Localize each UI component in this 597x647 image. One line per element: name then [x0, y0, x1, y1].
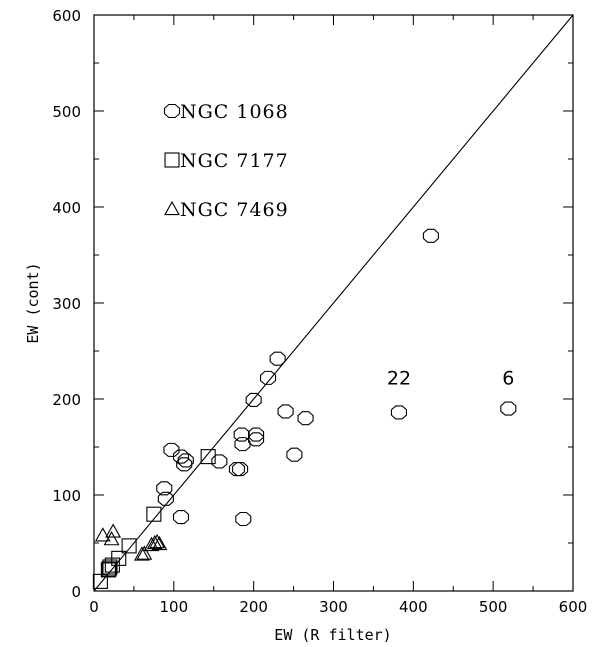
axis-tick-labels: 0 100 200 300 400 500 600 0 100 200 300 400 500 600	[52, 7, 587, 616]
y-tick-label: 0	[71, 583, 81, 601]
y-tick-label: 600	[52, 7, 81, 25]
octagon-data-point	[234, 437, 251, 452]
y-tick-label: 100	[52, 487, 81, 505]
octagon-data-point	[259, 370, 277, 385]
octagon-data-point	[233, 427, 250, 442]
octagon-data-point	[248, 427, 265, 442]
triangle-data-point	[136, 545, 153, 560]
x-tick-label: 100	[160, 598, 189, 616]
octagon-data-point	[245, 392, 262, 408]
square-data-point	[104, 557, 120, 573]
axis-ticks	[93, 14, 574, 592]
triangle-data-point	[94, 527, 111, 542]
octagon-data-point	[211, 454, 228, 469]
octagon-data-point	[269, 351, 286, 366]
square-data-point	[92, 573, 108, 589]
octagon-data-point	[156, 481, 173, 496]
legend-marker-square	[164, 152, 180, 168]
octagon-data-point	[390, 405, 408, 420]
octagon-data-point	[172, 449, 190, 464]
octagon-data-point	[235, 511, 252, 527]
y-tick-label: 300	[52, 295, 81, 313]
octagon-data-point	[232, 462, 249, 477]
square-data-point	[146, 506, 162, 522]
x-tick-label: 0	[89, 598, 99, 616]
octagon-data-point	[157, 491, 174, 506]
legend-label: NGC 1068	[180, 101, 289, 123]
octagon-data-point	[248, 432, 265, 447]
x-tick-label: 200	[239, 598, 268, 616]
x-tick-label: 600	[559, 598, 588, 616]
point-label: 6	[502, 368, 514, 390]
data-points	[92, 228, 517, 589]
identity-line	[93, 14, 574, 592]
octagon-data-point	[297, 411, 314, 426]
octagon-data-point	[177, 453, 194, 468]
legend-marker-triangle	[164, 200, 180, 216]
triangle-data-point	[105, 523, 122, 538]
square-data-point	[102, 559, 118, 575]
octagon-data-point	[277, 404, 294, 419]
octagon-data-point	[172, 510, 190, 525]
x-tick-label: 500	[479, 598, 508, 616]
y-tick-label: 200	[52, 391, 81, 409]
square-data-point	[100, 562, 116, 578]
legend-label: NGC 7469	[180, 199, 289, 221]
y-tick-label: 500	[52, 103, 81, 121]
octagon-data-point	[500, 401, 517, 416]
y-tick-label: 400	[52, 199, 81, 217]
legend-label: NGC 7177	[180, 150, 289, 172]
x-axis-title: EW (R filter)	[274, 626, 391, 644]
octagon-data-point	[228, 462, 245, 477]
point-label: 22	[387, 368, 411, 390]
triangle-data-point	[149, 533, 166, 549]
triangle-data-point	[133, 546, 150, 561]
legend-marker-octagon	[163, 103, 181, 119]
square-data-point	[121, 538, 137, 554]
legend: NGC 1068 NGC 7177 NGC 7469	[163, 101, 289, 221]
triangle-data-point	[146, 534, 163, 550]
square-data-point	[200, 449, 216, 465]
octagon-data-point	[163, 442, 180, 457]
y-axis-title: EW (cont)	[24, 262, 42, 343]
triangle-data-point	[151, 535, 168, 551]
octagon-data-point	[286, 447, 303, 462]
point-annotations: 22 6	[387, 368, 515, 390]
x-tick-label: 400	[399, 598, 428, 616]
octagon-data-point	[422, 228, 439, 243]
square-data-point	[101, 561, 117, 577]
x-tick-label: 300	[319, 598, 348, 616]
triangle-data-point	[103, 531, 120, 546]
